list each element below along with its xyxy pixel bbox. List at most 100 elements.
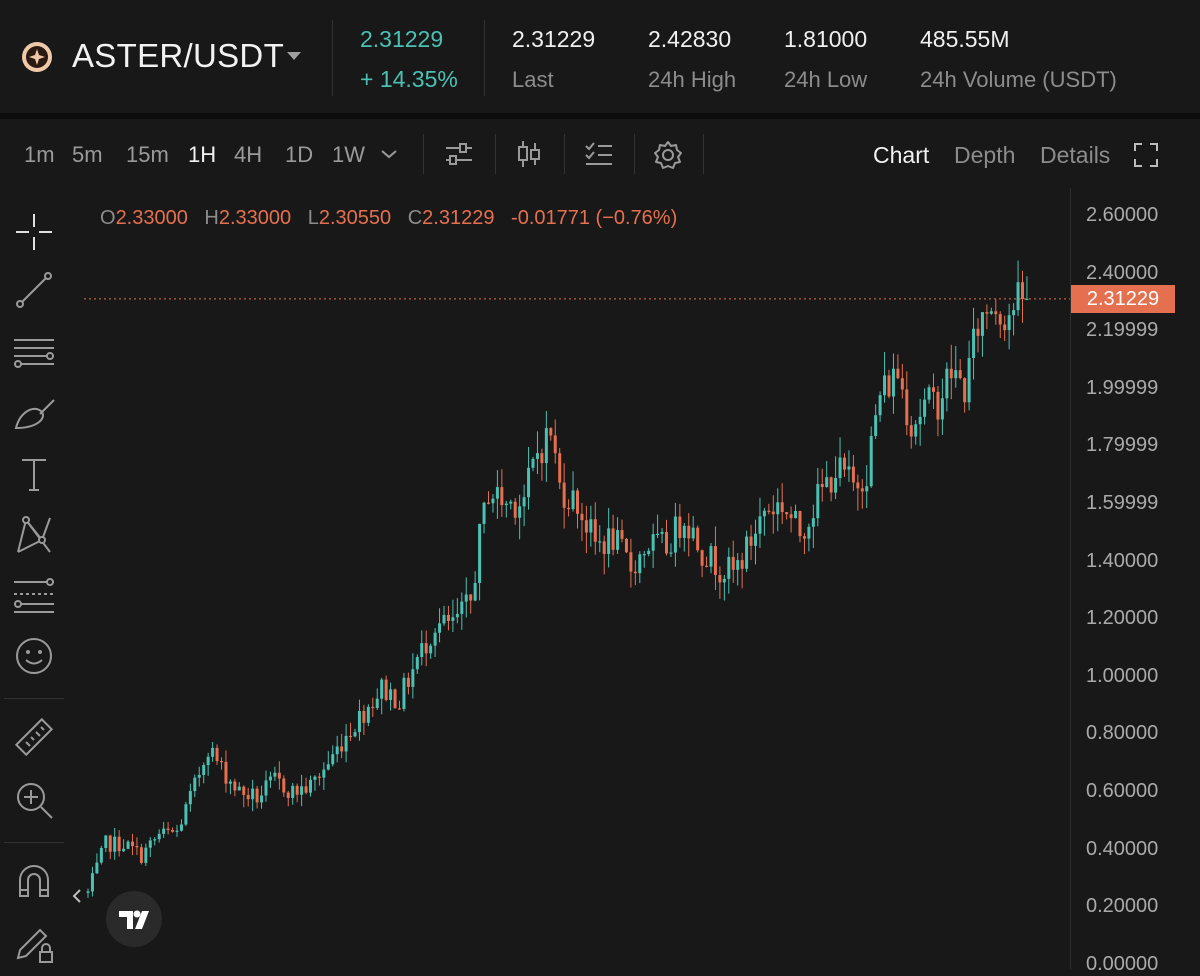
candle (482, 501, 486, 534)
candle-body (357, 711, 361, 733)
candle (758, 497, 762, 549)
crosshair-icon[interactable] (12, 210, 56, 254)
timeframe-5m[interactable]: 5m (72, 142, 103, 167)
timeframe-1h[interactable]: 1H (188, 142, 217, 167)
candle-body (584, 520, 588, 533)
ohlc-high-value: 2.33000 (218, 207, 292, 229)
indicator-settings-icon[interactable] (444, 140, 474, 168)
timeframe-15m[interactable]: 15m (126, 142, 169, 167)
candle (718, 566, 722, 599)
tab-depth[interactable]: Depth (954, 142, 1016, 168)
candle-body (304, 786, 308, 793)
candle-body (771, 511, 775, 515)
candle (580, 503, 584, 542)
magnet-icon[interactable] (12, 860, 56, 904)
candle (144, 843, 148, 867)
candle-body (349, 735, 353, 738)
candle-body (629, 552, 633, 572)
candle-body (242, 786, 246, 795)
candle (317, 773, 321, 786)
candle-body (722, 578, 726, 583)
candle-body (122, 848, 126, 852)
candle-body (495, 487, 499, 499)
candle (460, 592, 464, 630)
candle (531, 456, 535, 472)
tab-details[interactable]: Details (1040, 142, 1111, 168)
price-tick-label: 1.79999 (1086, 434, 1159, 457)
candle-body (522, 497, 526, 507)
timeframe-4h[interactable]: 4H (234, 142, 263, 167)
emoji-icon[interactable] (12, 634, 56, 678)
tradingview-logo[interactable] (106, 891, 162, 947)
candle (629, 538, 633, 588)
candle-body (317, 776, 321, 778)
candle-body (473, 582, 477, 601)
horizontal-lines-icon[interactable] (12, 330, 56, 374)
ruler-icon[interactable] (12, 716, 56, 760)
candle-body (246, 794, 250, 800)
candle-body (998, 314, 1002, 325)
candle-body (527, 467, 531, 498)
candle (883, 352, 887, 403)
timeframe-1w[interactable]: 1W (332, 142, 365, 167)
zoom-in-icon[interactable] (12, 778, 56, 822)
candle (117, 830, 121, 857)
header-divider (484, 20, 485, 96)
price-tick-label: 0.00000 (1086, 952, 1159, 975)
candle-body (900, 378, 904, 390)
candle-body (1021, 282, 1024, 299)
scroll-left-icon[interactable] (70, 886, 84, 906)
stat-last-label: Last (512, 67, 554, 92)
fullscreen-icon[interactable] (1133, 142, 1159, 168)
brush-icon[interactable] (12, 392, 56, 436)
checklist-icon[interactable] (584, 140, 614, 168)
candlestick-chart[interactable] (0, 0, 1070, 969)
chevron-down-icon[interactable] (287, 52, 301, 60)
text-icon[interactable] (12, 452, 56, 496)
pattern-icon[interactable] (12, 512, 56, 556)
candle-body (322, 769, 326, 778)
candle-type-icon[interactable] (515, 138, 543, 170)
candle-body (157, 833, 161, 840)
ohlc-close-value: 2.31229 (422, 207, 495, 229)
chevron-down-icon[interactable] (379, 146, 399, 162)
candle-body (309, 779, 312, 793)
candle (705, 556, 709, 568)
candle (322, 762, 326, 790)
tab-chart[interactable]: Chart (873, 142, 930, 168)
candle-body (295, 785, 299, 795)
gear-icon[interactable] (653, 140, 683, 170)
candle (598, 525, 602, 553)
pair-selector[interactable]: ASTER/USDT (72, 37, 285, 74)
candle-body (540, 453, 544, 464)
candle (994, 299, 998, 325)
tradingview-icon (119, 910, 149, 929)
candle-body (856, 482, 860, 489)
candle (473, 571, 477, 602)
candle (406, 672, 410, 695)
candle (148, 837, 152, 858)
price-tick-label: 1.59999 (1086, 492, 1159, 514)
candle (353, 728, 357, 738)
candle (509, 499, 513, 510)
timeframe-1d[interactable]: 1D (285, 142, 314, 167)
price-tick-label: 1.20000 (1086, 607, 1159, 630)
trendline-icon[interactable] (12, 268, 56, 312)
fib-icon[interactable] (12, 574, 56, 618)
candle-body (131, 841, 134, 847)
candle (487, 491, 490, 505)
timeframe-1m[interactable]: 1m (24, 142, 55, 167)
candle-body (411, 669, 415, 687)
candle-body (891, 368, 895, 397)
candle-body (188, 791, 192, 805)
candle-body (211, 747, 215, 757)
candle-body (918, 416, 922, 425)
ohlc-open-value: 2.33000 (115, 207, 188, 229)
candle (99, 845, 103, 865)
candle-body (958, 370, 962, 379)
candle (206, 752, 210, 776)
candle (197, 766, 201, 787)
candle (357, 699, 361, 741)
lock-pencil-icon[interactable] (12, 922, 56, 966)
candle (277, 761, 281, 790)
